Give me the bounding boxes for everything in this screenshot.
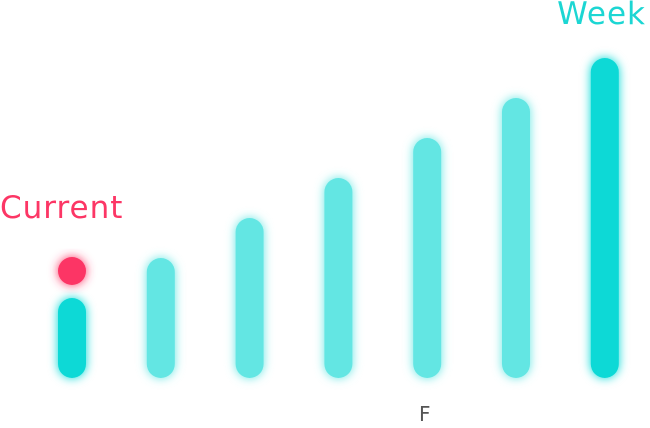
bar-7 xyxy=(590,58,619,378)
current-marker-dot xyxy=(58,257,86,285)
bar-6 xyxy=(502,98,530,378)
bar-2 xyxy=(146,258,175,378)
bar-group xyxy=(58,58,619,378)
bar-1 xyxy=(58,298,86,378)
x-tick-label: F xyxy=(419,402,431,426)
bar-3 xyxy=(235,218,264,378)
week-label: Week xyxy=(557,0,646,32)
current-label: Current xyxy=(0,190,124,226)
bar-4 xyxy=(324,178,353,378)
bar-5 xyxy=(413,138,442,378)
